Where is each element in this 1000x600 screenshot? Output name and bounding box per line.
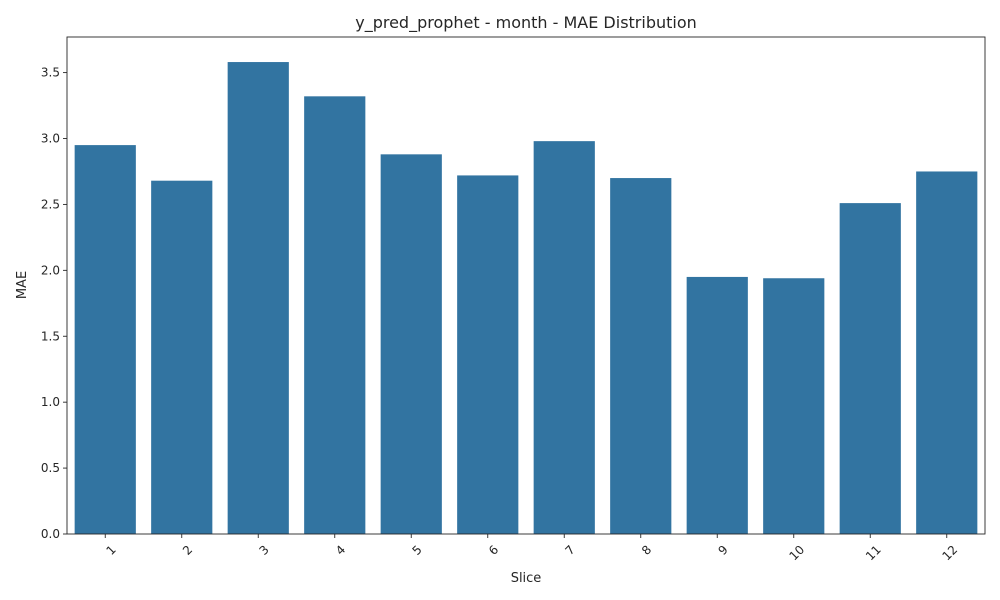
x-tick-label: 3 (256, 543, 271, 558)
x-tick-label: 8 (639, 543, 654, 558)
y-axis-label: MAE (15, 271, 30, 299)
x-tick-label: 11 (863, 543, 884, 564)
bar-11 (839, 203, 901, 535)
y-tick-label: 1.5 (41, 329, 60, 343)
y-tick-label: 0.0 (41, 527, 60, 541)
bar-12 (916, 171, 978, 534)
x-tick-label: 1 (103, 543, 118, 558)
x-tick-label: 10 (787, 543, 808, 564)
bar-3 (227, 62, 289, 535)
y-tick-label: 2.0 (41, 263, 60, 277)
y-tick-label: 1.0 (41, 395, 60, 409)
bar-7 (533, 141, 595, 534)
y-tick-label: 3.0 (41, 132, 60, 146)
bar-9 (686, 276, 748, 534)
x-tick-label: 5 (409, 543, 424, 558)
x-tick-label: 2 (180, 543, 195, 558)
plot-area: 1 2 3 4 5 6 7 8 9 10 11 120.00.51.01.52.02.53.03.5 (41, 62, 978, 564)
bar-10 (763, 278, 825, 534)
bar-8 (610, 178, 672, 534)
bar-6 (457, 175, 519, 535)
bar-5 (380, 154, 442, 534)
y-tick-label: 3.5 (41, 66, 60, 80)
x-tick-label: 6 (486, 543, 501, 558)
x-axis-label: Slice (511, 571, 542, 586)
x-tick-label: 4 (333, 543, 348, 558)
x-tick-label: 12 (940, 543, 961, 564)
x-tick-label: 9 (715, 543, 730, 558)
y-tick-label: 0.5 (41, 461, 60, 475)
bar-4 (304, 96, 366, 534)
bar-2 (151, 180, 213, 534)
bar-1 (74, 145, 136, 534)
plot-frame (66, 36, 986, 535)
y-tick-label: 2.5 (41, 197, 60, 211)
chart-title: y_pred_prophet - month - MAE Distributio… (355, 13, 697, 33)
x-tick-label: 7 (562, 543, 577, 558)
